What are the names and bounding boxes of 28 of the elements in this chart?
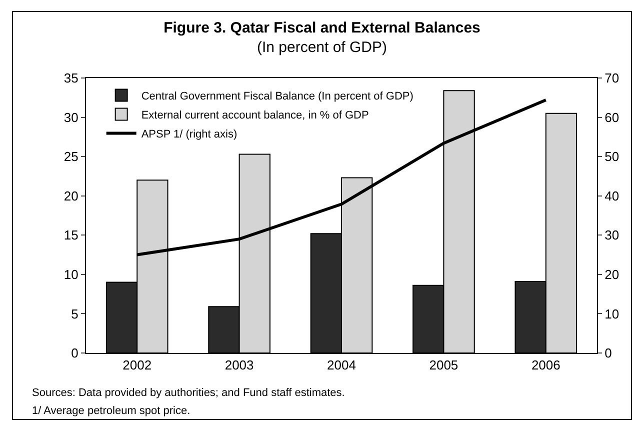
y-tick-label: 0 [71, 346, 78, 361]
y2-tick-label: 70 [604, 70, 620, 86]
legend-label: Central Government Fiscal Balance (In percent of GDP) [141, 90, 414, 103]
y-tick-label: 35 [64, 70, 78, 86]
y2-tick-label: 50 [604, 149, 620, 164]
text: 1/ Average petroleum spot price. [32, 405, 190, 417]
y-tick-label: 20 [64, 188, 78, 204]
y-tick-label: 5 [71, 306, 78, 322]
y2-tick-label: 30 [604, 228, 620, 243]
legend-label: External current account balance, in % of GDP [141, 110, 369, 122]
x-tick-label: 2005 [429, 358, 458, 373]
source-note: Sources: Data provided by authorities; and Fund staff estimates. [32, 387, 345, 399]
y-tick-label: 30 [64, 110, 78, 125]
chart-title: Figure 3. Qatar Fiscal and External Balances [164, 19, 480, 36]
x-tick-label: 2004 [327, 358, 356, 373]
y2-tick-label: 60 [604, 110, 620, 125]
y2-tick-label: 20 [604, 266, 620, 282]
y-tick-label: 25 [64, 149, 78, 164]
chart-subtitle: (In percent of GDP) [256, 38, 388, 56]
y2-tick-label: 10 [604, 306, 620, 322]
y-tick-label: 10 [64, 266, 78, 282]
y2-tick-label: 40 [604, 188, 620, 204]
y-tick-label: 15 [64, 228, 78, 243]
legend-label: APSP 1/ (right axis) [141, 128, 238, 141]
x-tick-label: 2003 [224, 358, 254, 373]
y2-tick-label: 0 [604, 346, 612, 361]
x-tick-label: 2006 [531, 358, 560, 373]
x-tick-label: 2002 [122, 358, 152, 373]
